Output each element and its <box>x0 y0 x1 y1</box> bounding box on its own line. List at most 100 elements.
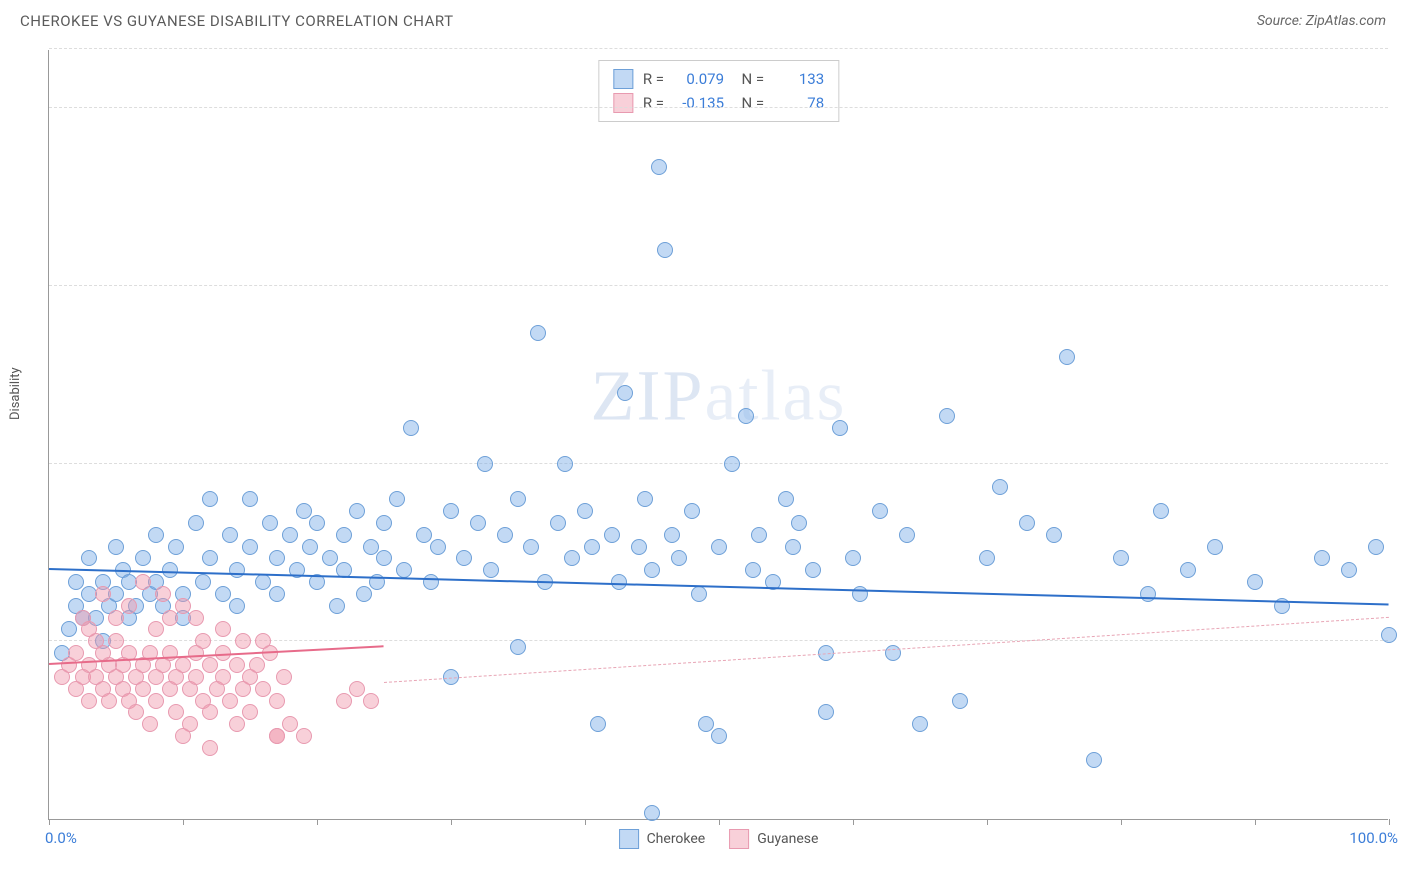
data-point-guyanese <box>229 716 245 732</box>
data-point-cherokee <box>376 515 392 531</box>
data-point-cherokee <box>302 539 318 555</box>
legend-item-guyanese: Guyanese <box>729 829 818 849</box>
swatch-guyanese <box>729 829 749 849</box>
data-point-guyanese <box>296 728 312 744</box>
data-point-cherokee <box>698 716 714 732</box>
data-point-cherokee <box>564 550 580 566</box>
data-point-cherokee <box>845 550 861 566</box>
data-point-cherokee <box>456 550 472 566</box>
swatch-guyanese <box>613 93 633 113</box>
data-point-guyanese <box>75 610 91 626</box>
x-tick <box>317 819 318 825</box>
x-axis-end: 100.0% <box>1349 829 1398 847</box>
y-tick-label: 60.0% <box>1393 81 1406 99</box>
data-point-cherokee <box>791 515 807 531</box>
y-axis-label: Disability <box>8 367 23 420</box>
data-point-cherokee <box>590 716 606 732</box>
data-point-cherokee <box>604 527 620 543</box>
data-point-cherokee <box>242 491 258 507</box>
data-point-cherokee <box>195 574 211 590</box>
data-point-guyanese <box>175 728 191 744</box>
data-point-cherokee <box>403 420 419 436</box>
gridline <box>49 48 1388 49</box>
data-point-guyanese <box>255 681 271 697</box>
gridline <box>49 285 1388 286</box>
data-point-cherokee <box>168 539 184 555</box>
data-point-guyanese <box>269 693 285 709</box>
data-point-cherokee <box>68 574 84 590</box>
data-point-cherokee <box>497 527 513 543</box>
data-point-guyanese <box>168 704 184 720</box>
data-point-cherokee <box>222 527 238 543</box>
n-value-cherokee: 133 <box>774 70 824 88</box>
data-point-cherokee <box>396 562 412 578</box>
r-value-cherokee: 0.079 <box>674 70 724 88</box>
data-point-cherokee <box>1153 503 1169 519</box>
data-point-cherokee <box>296 503 312 519</box>
data-point-guyanese <box>188 669 204 685</box>
data-point-guyanese <box>349 681 365 697</box>
data-point-cherokee <box>363 539 379 555</box>
data-point-guyanese <box>215 669 231 685</box>
data-point-guyanese <box>249 657 265 673</box>
data-point-cherokee <box>477 456 493 472</box>
data-point-guyanese <box>81 693 97 709</box>
data-point-cherokee <box>229 562 245 578</box>
data-point-guyanese <box>175 657 191 673</box>
data-point-cherokee <box>1314 550 1330 566</box>
data-point-cherokee <box>282 527 298 543</box>
data-point-guyanese <box>336 693 352 709</box>
data-point-guyanese <box>202 704 218 720</box>
data-point-guyanese <box>202 657 218 673</box>
data-point-cherokee <box>751 527 767 543</box>
data-point-cherokee <box>1059 349 1075 365</box>
data-point-cherokee <box>322 550 338 566</box>
r-label: R = <box>643 70 664 88</box>
data-point-cherokee <box>188 515 204 531</box>
data-point-cherokee <box>557 456 573 472</box>
legend-label: Guyanese <box>757 831 818 847</box>
data-point-cherokee <box>899 527 915 543</box>
n-label: N = <box>734 70 764 88</box>
data-point-guyanese <box>222 693 238 709</box>
data-point-cherokee <box>684 503 700 519</box>
data-point-cherokee <box>148 527 164 543</box>
swatch-cherokee <box>613 69 633 89</box>
data-point-cherokee <box>872 503 888 519</box>
data-point-cherokee <box>470 515 486 531</box>
data-point-cherokee <box>785 539 801 555</box>
data-point-cherokee <box>617 385 633 401</box>
data-point-cherokee <box>738 408 754 424</box>
data-point-cherokee <box>523 539 539 555</box>
data-point-guyanese <box>135 681 151 697</box>
data-point-guyanese <box>175 598 191 614</box>
data-point-guyanese <box>215 621 231 637</box>
data-point-cherokee <box>631 539 647 555</box>
x-tick <box>853 819 854 825</box>
data-point-cherokee <box>1086 752 1102 768</box>
data-point-cherokee <box>530 325 546 341</box>
gridline <box>49 107 1388 108</box>
legend-item-cherokee: Cherokee <box>619 829 706 849</box>
data-point-cherokee <box>550 515 566 531</box>
n-label: N = <box>734 94 764 112</box>
data-point-cherokee <box>577 503 593 519</box>
data-point-cherokee <box>349 503 365 519</box>
trend-line <box>384 617 1389 683</box>
data-point-cherokee <box>885 645 901 661</box>
data-point-cherokee <box>416 527 432 543</box>
data-point-guyanese <box>195 633 211 649</box>
x-tick <box>49 819 50 825</box>
r-label: R = <box>643 94 664 112</box>
data-point-cherokee <box>992 479 1008 495</box>
x-tick <box>1255 819 1256 825</box>
x-tick <box>1121 819 1122 825</box>
data-point-cherokee <box>637 491 653 507</box>
data-point-guyanese <box>162 610 178 626</box>
data-point-guyanese <box>68 645 84 661</box>
data-point-cherokee <box>430 539 446 555</box>
data-point-guyanese <box>95 586 111 602</box>
data-point-cherokee <box>691 586 707 602</box>
data-point-cherokee <box>818 704 834 720</box>
data-point-cherokee <box>1207 539 1223 555</box>
